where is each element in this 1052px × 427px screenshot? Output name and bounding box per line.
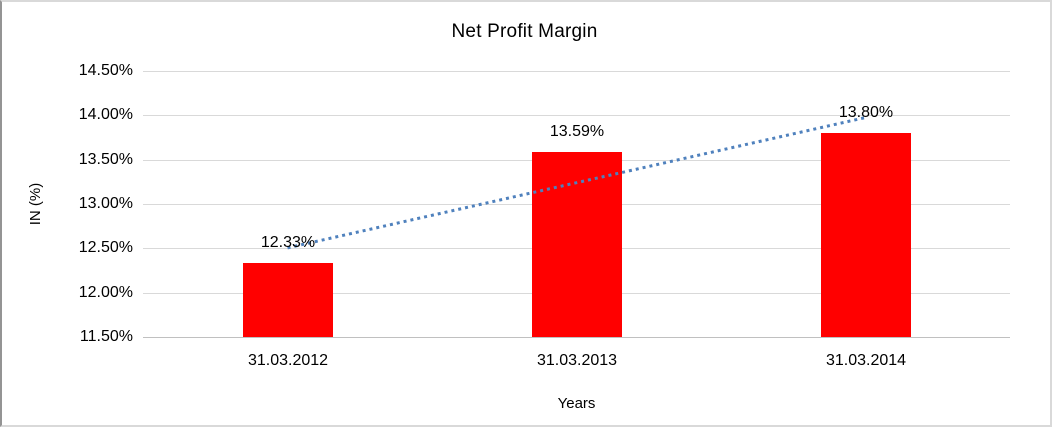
y-tick-label: 14.50% [78,62,133,79]
y-tick-label: 12.00% [78,284,133,301]
data-label: 13.80% [838,104,894,121]
gridline [143,71,1010,72]
chart-title: Net Profit Margin [451,21,598,42]
y-tick-label: 11.50% [79,328,133,345]
x-tick-label: 31.03.2012 [247,352,329,369]
y-tick-label: 14.00% [78,106,133,123]
y-tick-label: 13.50% [78,151,133,168]
x-axis-line [143,337,1010,338]
data-label: 12.33% [260,234,316,251]
x-axis-title: Years [557,395,596,412]
bar [243,263,333,337]
y-tick-label: 12.50% [78,239,133,256]
y-tick-label: 13.00% [78,195,133,212]
gridline [143,115,1010,116]
data-label: 13.59% [549,123,605,140]
x-tick-label: 31.03.2014 [825,352,907,369]
x-tick-label: 31.03.2013 [536,352,618,369]
